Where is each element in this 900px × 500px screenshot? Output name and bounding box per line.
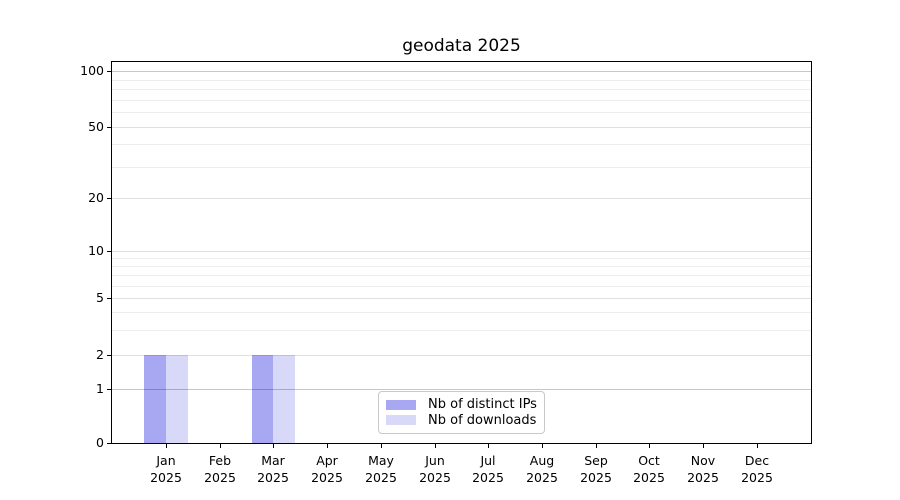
legend-label-downloads: Nb of downloads bbox=[428, 412, 537, 428]
y-tick-label: 5 bbox=[96, 290, 104, 305]
y-tick-label: 50 bbox=[88, 119, 104, 134]
y-tick-label: 10 bbox=[88, 243, 104, 258]
x-tick-mark bbox=[220, 444, 221, 448]
x-tick-mark bbox=[381, 444, 382, 448]
bar-distinct-ips bbox=[251, 355, 274, 443]
y-tick-label: 20 bbox=[88, 190, 104, 205]
x-tick-label: Jun 2025 bbox=[419, 453, 451, 485]
x-tick-label: Nov 2025 bbox=[687, 453, 719, 485]
x-tick-label: May 2025 bbox=[365, 453, 397, 485]
y-tick-label: 1 bbox=[96, 381, 104, 396]
x-tick-label: Mar 2025 bbox=[257, 453, 289, 485]
x-tick-label: Oct 2025 bbox=[633, 453, 665, 485]
x-tick-mark bbox=[488, 444, 489, 448]
legend-swatch-downloads-icon bbox=[386, 415, 416, 426]
x-tick-label: Feb 2025 bbox=[204, 453, 236, 485]
x-tick-mark bbox=[166, 444, 167, 448]
y-tick-mark bbox=[107, 355, 111, 356]
x-tick-mark bbox=[273, 444, 274, 448]
bar-downloads bbox=[166, 355, 188, 443]
x-tick-mark bbox=[703, 444, 704, 448]
legend: Nb of distinct IPs Nb of downloads bbox=[378, 391, 545, 434]
x-tick-label: Jul 2025 bbox=[472, 453, 504, 485]
axes-spine bbox=[111, 61, 812, 444]
y-tick-mark bbox=[107, 389, 111, 390]
legend-item-downloads: Nb of downloads bbox=[386, 413, 537, 428]
bar-downloads bbox=[273, 355, 296, 443]
x-tick-label: Sep 2025 bbox=[580, 453, 612, 485]
legend-label-distinct-ips: Nb of distinct IPs bbox=[428, 397, 537, 413]
y-tick-mark bbox=[107, 298, 111, 299]
x-tick-label: Jan 2025 bbox=[150, 453, 182, 485]
legend-item-distinct-ips: Nb of distinct IPs bbox=[386, 397, 537, 412]
y-tick-label: 2 bbox=[96, 347, 104, 362]
legend-swatch-distinct-ips-icon bbox=[386, 399, 416, 410]
y-tick-mark bbox=[107, 251, 111, 252]
x-tick-mark bbox=[327, 444, 328, 448]
y-tick-mark bbox=[107, 198, 111, 199]
x-tick-label: Apr 2025 bbox=[311, 453, 343, 485]
chart-title: geodata 2025 bbox=[402, 36, 521, 56]
x-tick-mark bbox=[542, 444, 543, 448]
y-tick-mark bbox=[107, 71, 111, 72]
x-tick-mark bbox=[435, 444, 436, 448]
x-tick-mark bbox=[757, 444, 758, 448]
y-tick-label: 0 bbox=[96, 435, 104, 450]
x-tick-mark bbox=[649, 444, 650, 448]
y-tick-label: 100 bbox=[80, 63, 104, 78]
bar-distinct-ips bbox=[144, 355, 166, 443]
y-tick-mark bbox=[107, 443, 111, 444]
x-tick-label: Aug 2025 bbox=[526, 453, 558, 485]
y-tick-mark bbox=[107, 127, 111, 128]
x-tick-mark bbox=[596, 444, 597, 448]
x-tick-label: Dec 2025 bbox=[741, 453, 773, 485]
